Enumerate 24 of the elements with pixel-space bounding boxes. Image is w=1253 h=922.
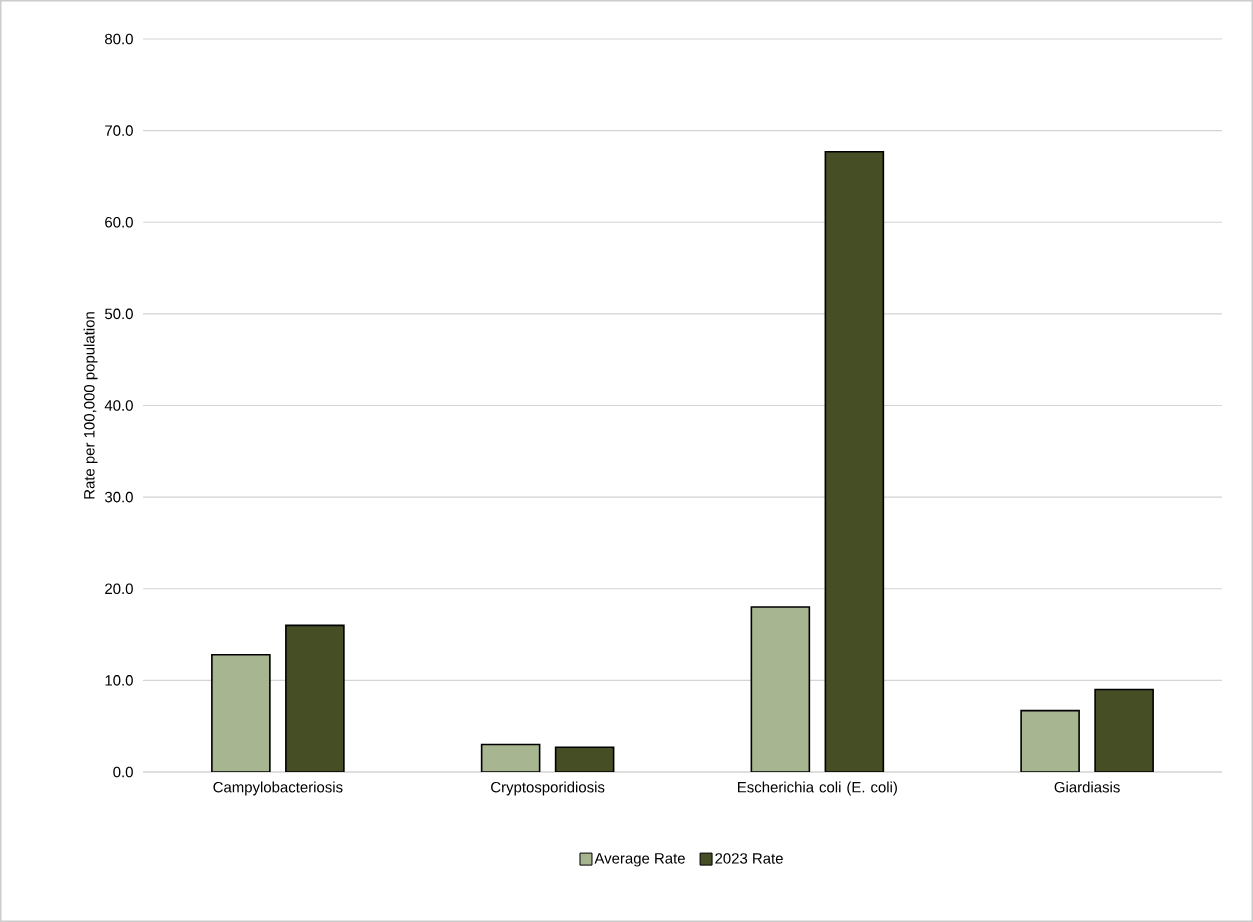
legend-label: 2023 Rate <box>715 853 783 864</box>
legend-label: Average Rate <box>594 853 685 867</box>
y-tick-label: 40.0 <box>104 400 133 411</box>
y-axis-title: Rate per 100,000 population <box>83 312 98 499</box>
bar <box>480 743 541 772</box>
y-tick-label: 80.0 <box>105 33 133 45</box>
bar <box>554 746 615 772</box>
bar <box>1020 709 1080 772</box>
x-tick-label: Cryptosporidiosis <box>491 781 605 796</box>
bar <box>285 624 345 772</box>
y-tick-label: 0.0 <box>113 766 133 778</box>
x-tick-label: Campylobacteriosis <box>213 781 343 796</box>
bar <box>211 653 271 772</box>
y-tick-label: 50.0 <box>105 308 133 320</box>
bar <box>750 606 811 772</box>
y-tick-label: 20.0 <box>105 583 133 595</box>
x-tick-label: Giardiasis <box>1054 781 1120 793</box>
y-tick-label: 60.0 <box>105 216 133 228</box>
bar <box>824 150 885 772</box>
x-tick-label: Escherichia coli (E. coli) <box>738 781 897 796</box>
bar <box>1094 688 1154 772</box>
y-tick-label: 30.0 <box>104 491 133 503</box>
y-tick-label: 10.0 <box>105 675 133 686</box>
y-tick-label: 70.0 <box>105 125 133 136</box>
